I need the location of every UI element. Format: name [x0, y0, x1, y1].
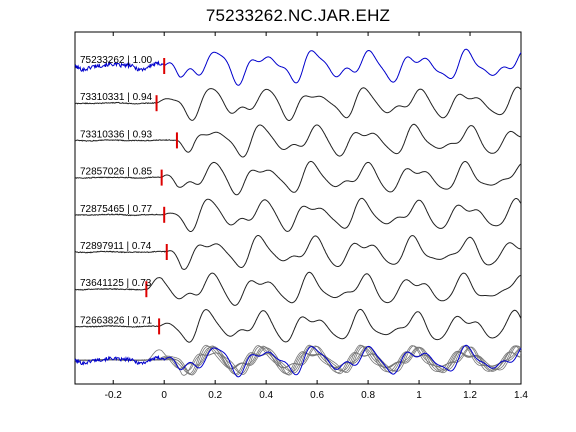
x-tick-label: 0: [161, 390, 167, 401]
trace-line: [74, 123, 522, 158]
trace-line: [74, 308, 522, 343]
x-tick-label: 0.6: [310, 390, 324, 401]
trace-label: 72897911 | 0.74: [80, 241, 152, 252]
x-axis: -0.2 0 0.2 0.4 0.6 0.8 1 1.2 1.4: [105, 32, 528, 401]
x-tick-label: 0.8: [361, 390, 375, 401]
trace-label: 72663826 | 0.71: [80, 315, 153, 326]
stack-reference-trace: [74, 344, 522, 378]
trace-line: [75, 160, 522, 196]
trace-label: 73310336 | 0.93: [80, 129, 153, 140]
chart-title: 75233262.NC.JAR.EHZ: [205, 6, 391, 25]
plot-area: [74, 31, 522, 385]
x-tick-label: 1: [416, 390, 422, 401]
trace-label: 72875465 | 0.77: [80, 204, 153, 215]
x-tick-label: 1.2: [463, 390, 477, 401]
x-tick-label: 1.4: [514, 390, 528, 401]
stack-trace: [74, 344, 522, 375]
trace-label: 72857026 | 0.85: [80, 167, 153, 178]
trace-label: 73641125 | 0.73: [80, 278, 152, 289]
x-tick-label: 0.2: [208, 390, 222, 401]
trace-line: [74, 86, 522, 122]
reference-trace: [74, 48, 522, 86]
traces-layer: 75233262 | 1.00 73310331 | 0.94 73310336 |…: [74, 48, 522, 343]
trace-line: [74, 235, 521, 270]
trace-label: 75233262 | 1.00: [80, 55, 153, 66]
trace-label: 73310331 | 0.94: [80, 92, 153, 103]
x-tick-label: -0.2: [105, 390, 123, 401]
x-tick-label: 0.4: [259, 390, 273, 401]
overlay-stack: [74, 344, 522, 378]
trace-line: [74, 197, 522, 232]
trace-line: [75, 271, 522, 306]
